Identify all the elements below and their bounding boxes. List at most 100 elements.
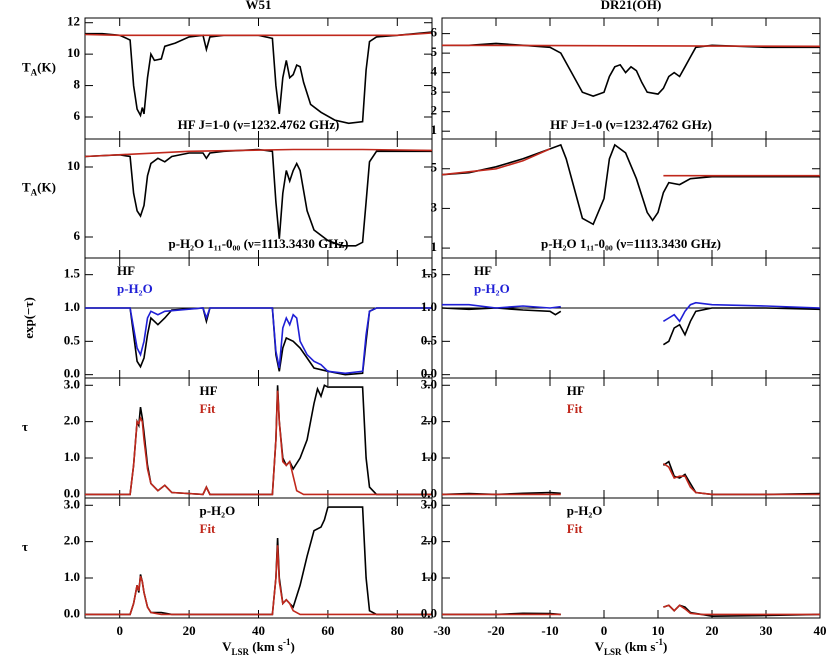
y-tick-label: 1.0 — [421, 299, 437, 314]
y-tick-label: 0.0 — [421, 366, 437, 381]
x-tick-label: 30 — [760, 623, 773, 638]
x-tick-label: 20 — [706, 623, 719, 638]
x-axis-label: VLSR (km s-1) — [222, 637, 295, 657]
label-part: -1 — [283, 637, 291, 647]
annotation: p-H₂O 1₁₁-0₀₀ (ν=1113.3430 GHz) — [541, 236, 721, 251]
label-part: V — [222, 639, 232, 654]
y-tick-label: 2.0 — [64, 413, 80, 428]
y-tick-label: 0.0 — [64, 366, 80, 381]
y-tick-label: 1.5 — [421, 266, 438, 281]
series-line — [85, 545, 432, 616]
y-tick-label: 12 — [67, 14, 80, 29]
y-axis-label: τ — [22, 419, 28, 434]
series-line — [85, 148, 432, 247]
x-tick-label: -20 — [487, 623, 504, 638]
y-tick-label: 0.0 — [421, 485, 437, 500]
x-tick-label: 40 — [252, 623, 265, 638]
y-tick-label: 6 — [431, 25, 438, 40]
x-tick-label: 10 — [652, 623, 665, 638]
y-tick-label: 2.0 — [421, 533, 437, 548]
panel-frame — [441, 497, 821, 619]
y-tick-label: 1.0 — [421, 569, 437, 584]
label-part: T — [22, 59, 31, 74]
panel-frame — [441, 377, 821, 499]
y-tick-label: 2.0 — [421, 413, 437, 428]
legend-label: Fit — [567, 401, 584, 416]
legend-label: p-H₂O — [474, 281, 510, 296]
label-part: (K) — [37, 179, 56, 194]
y-tick-label: 2 — [431, 103, 438, 118]
series-line — [442, 462, 820, 496]
y-tick-label: 1 — [431, 122, 438, 137]
label-part: τ — [22, 419, 28, 434]
series-line — [442, 604, 820, 616]
panel-frame — [84, 377, 433, 499]
y-tick-label: 1.0 — [421, 449, 437, 464]
x-tick-label: 60 — [321, 623, 334, 638]
label-part: ) — [663, 639, 667, 654]
annotation: HF J=1-0 (ν=1232.4762 GHz) — [550, 117, 712, 132]
annotation: HF J=1-0 (ν=1232.4762 GHz) — [178, 117, 340, 132]
legend-label: p-H₂O — [117, 281, 153, 296]
y-tick-label: 0.5 — [421, 332, 438, 347]
x-tick-label: -10 — [541, 623, 558, 638]
series-line — [85, 506, 432, 616]
panel-title: DR21(OH) — [601, 0, 662, 12]
series-line — [442, 148, 820, 177]
series-line — [85, 307, 432, 376]
y-tick-label: 2.0 — [64, 533, 80, 548]
y-tick-label: 3.0 — [421, 376, 437, 391]
y-tick-label: 3 — [431, 83, 438, 98]
legend-label: Fit — [200, 521, 217, 536]
x-axis-label: VLSR (km s-1) — [595, 637, 668, 657]
y-axis-label: τ — [22, 539, 28, 554]
y-tick-label: 1.5 — [64, 266, 81, 281]
y-tick-label: 5 — [431, 160, 438, 175]
label-part: LSR — [604, 647, 622, 657]
y-tick-label: 3 — [431, 199, 438, 214]
label-part: A — [31, 68, 38, 78]
series-line — [442, 143, 820, 226]
y-tick-label: 3.0 — [64, 496, 80, 511]
series-line — [85, 148, 432, 158]
label-part: V — [595, 639, 605, 654]
legend-label: Fit — [200, 401, 217, 416]
legend-label: p-H₂O — [567, 503, 603, 518]
series-line — [442, 460, 820, 496]
panel-title: W51 — [246, 0, 272, 12]
series-line — [85, 32, 432, 37]
y-tick-label: 0.0 — [64, 605, 80, 620]
label-part: (K) — [37, 59, 56, 74]
y-tick-label: 1.0 — [64, 299, 80, 314]
y-tick-label: 0.5 — [64, 332, 81, 347]
x-tick-label: 80 — [391, 623, 404, 638]
y-tick-label: 0.0 — [421, 605, 437, 620]
x-tick-label: 0 — [116, 623, 123, 638]
legend-label: HF — [117, 263, 135, 278]
annotation: p-H₂O 1₁₁-0₀₀ (ν=1113.3430 GHz) — [168, 236, 348, 251]
y-axis-label: exp(−τ) — [21, 297, 36, 339]
legend-label: HF — [567, 383, 585, 398]
x-tick-label: -30 — [433, 623, 450, 638]
label-part: -1 — [656, 637, 664, 647]
y-tick-label: 10 — [67, 45, 80, 60]
panel-frame — [84, 497, 433, 619]
series-line — [85, 307, 432, 375]
y-tick-label: 8 — [74, 77, 81, 92]
label-part: A — [31, 188, 38, 198]
label-part: LSR — [232, 647, 250, 657]
series-line — [442, 307, 820, 346]
legend-label: p-H₂O — [200, 503, 236, 518]
label-part: (km s — [622, 639, 656, 654]
x-tick-label: 0 — [601, 623, 608, 638]
series-line — [85, 31, 432, 125]
y-tick-label: 10 — [67, 158, 80, 173]
y-tick-label: 1 — [431, 239, 438, 254]
panel-frame — [441, 257, 821, 379]
y-axis-label: TA(K) — [22, 59, 56, 77]
legend-label: Fit — [567, 521, 584, 536]
y-tick-label: 6 — [74, 228, 81, 243]
series-line — [442, 44, 820, 48]
legend-label: HF — [474, 263, 492, 278]
